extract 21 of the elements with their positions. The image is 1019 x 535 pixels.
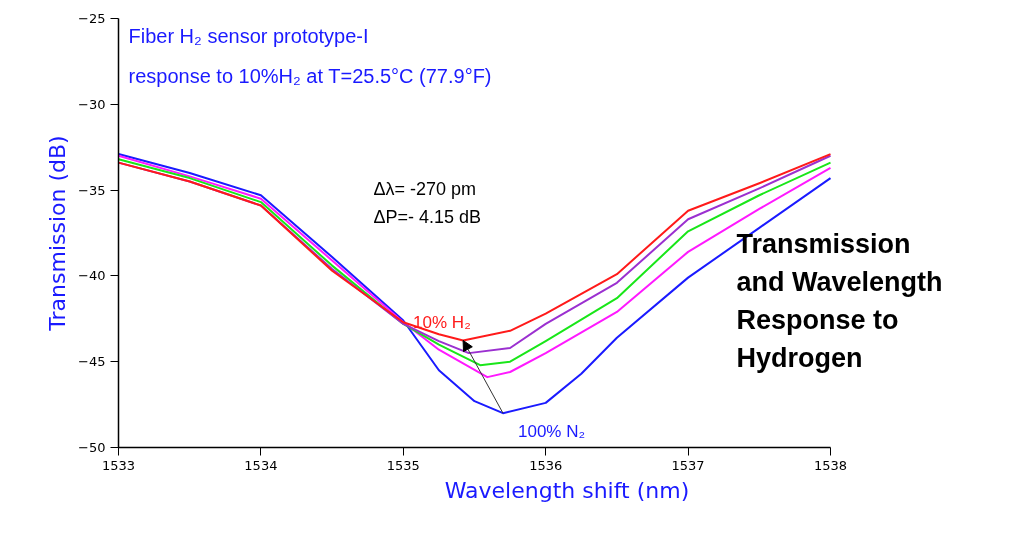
- annotation: Transmission and Wavelength Response to Hydrogen: [736, 228, 943, 373]
- x-tick-label: 1534: [244, 457, 278, 473]
- y-tick-label: −30: [78, 96, 106, 112]
- y-tick-label: −35: [78, 182, 106, 198]
- x-axis-title: Wavelength shift (nm): [444, 477, 690, 503]
- annotation: response to 10%H₂ at T=25.5°C (77.9°F): [128, 64, 492, 87]
- y-tick-label: −45: [78, 354, 106, 370]
- annotation: Fiber H₂ sensor prototype-I: [128, 24, 369, 47]
- y-tick-label: −40: [78, 268, 106, 284]
- x-tick-label: 1535: [386, 457, 420, 473]
- y-tick-label: −25: [78, 11, 106, 26]
- x-tick-label: 1536: [529, 457, 563, 473]
- x-tick-label: 1538: [813, 457, 848, 473]
- y-axis-title: Transmission (dB): [45, 135, 71, 332]
- series-label: 10% H₂: [413, 313, 471, 333]
- series-label: 100% N₂: [517, 422, 586, 442]
- x-tick-label: 1533: [101, 457, 136, 473]
- x-tick-label: 1537: [671, 457, 705, 473]
- annotation: ΔP=- 4.15 dB: [373, 206, 482, 227]
- y-tick-label: −50: [78, 440, 106, 455]
- annotation: Δλ= -270 pm: [373, 178, 477, 199]
